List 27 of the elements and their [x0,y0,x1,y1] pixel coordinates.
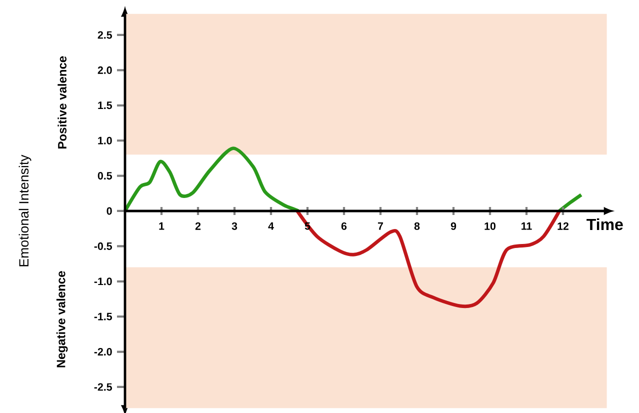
y-tick-label: -2.5 [94,383,112,391]
y-tick-label: 0.5 [98,172,112,180]
x-tick-label: 1 [159,222,164,230]
y-tick-label: -1.5 [94,312,112,320]
text: Positive valence [58,56,66,148]
y-tick-label: -2.0 [94,348,112,356]
y-axis-title: Emotional Intensity [18,154,32,266]
x-tick-label: 2 [195,222,201,230]
x-tick-label: 9 [450,222,456,230]
x-axis-title: Time [586,218,623,230]
x-tick-label: 12 [558,222,568,230]
y-tick-label: 1.5 [98,102,112,110]
x-tick-label: 10 [484,222,496,230]
y-tick-label: 1.0 [98,136,112,144]
x-tick-label: 7 [378,222,383,230]
x-tick-label: 11 [522,222,532,230]
x-tick-label: 4 [268,222,274,230]
y-tick-label: 2.5 [98,31,112,39]
x-tick-label: 8 [414,222,420,230]
line-series [123,146,300,213]
y-tick-label: 0 [106,207,112,215]
y-tick-label: -1.0 [94,278,112,286]
y-tick-label: -0.5 [94,242,112,250]
y-tick-label: 2.0 [98,66,112,74]
x-tick-label: 6 [341,222,347,230]
text: Negative valence [56,271,68,368]
x-tick-label: 3 [232,222,238,230]
